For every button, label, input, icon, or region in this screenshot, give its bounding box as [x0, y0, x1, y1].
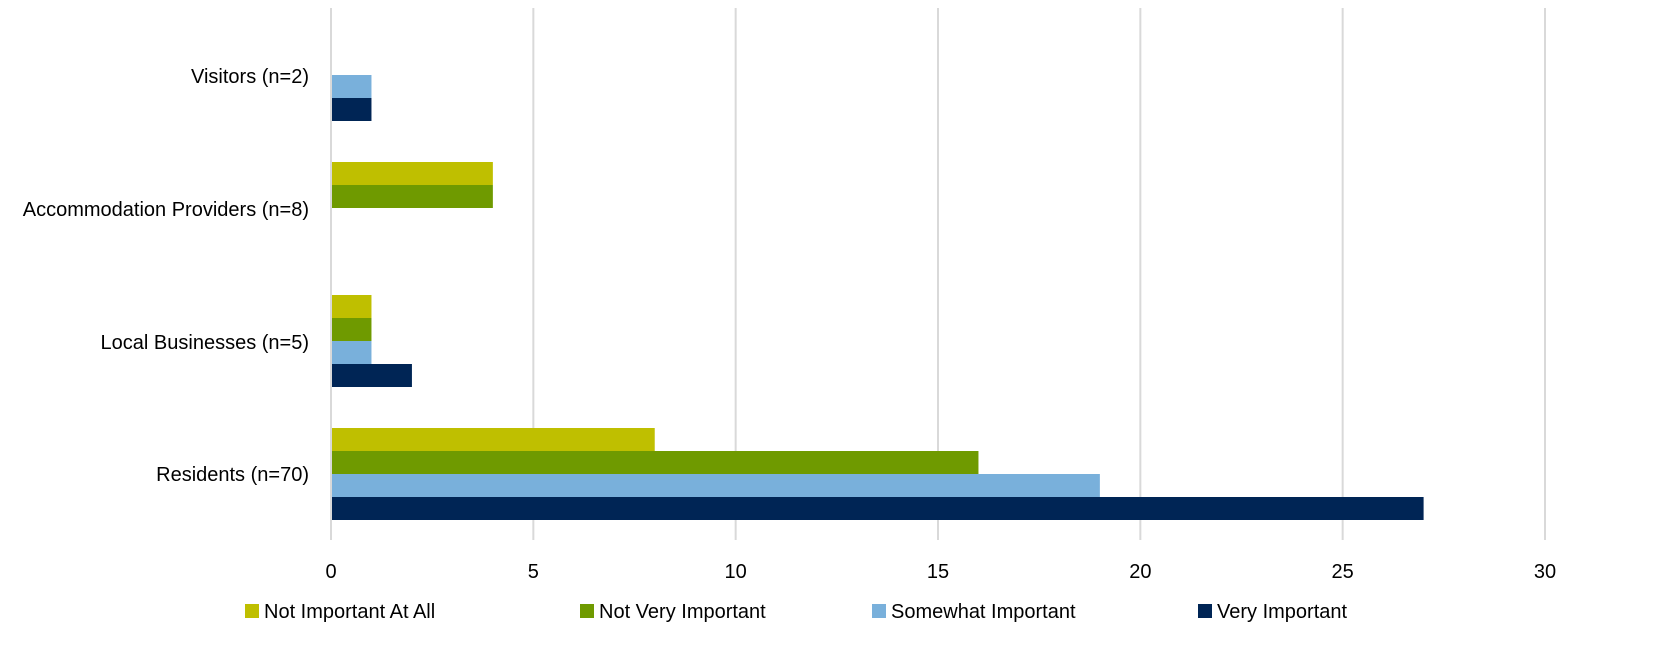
- bar: [331, 428, 655, 451]
- legend-label: Somewhat Important: [891, 601, 1076, 623]
- legend-label: Not Important At All: [264, 601, 435, 623]
- bar: [331, 98, 372, 121]
- x-tick-label: 0: [325, 561, 336, 583]
- category-label: Local Businesses (n=5): [101, 332, 309, 354]
- bar: [331, 185, 493, 208]
- bar: [331, 364, 412, 387]
- legend-label: Not Very Important: [599, 601, 766, 623]
- category-label: Visitors (n=2): [191, 66, 309, 88]
- legend-label: Very Important: [1217, 601, 1348, 623]
- x-tick-label: 10: [725, 561, 747, 583]
- legend-item: Somewhat Important: [872, 601, 1076, 623]
- legend-swatch: [872, 604, 886, 618]
- legend-item: Not Very Important: [580, 601, 766, 623]
- x-tick-label: 15: [927, 561, 949, 583]
- x-tick-label: 20: [1129, 561, 1151, 583]
- bar: [331, 474, 1100, 497]
- bar: [331, 497, 1424, 520]
- legend-swatch: [580, 604, 594, 618]
- bar: [331, 75, 372, 98]
- x-axis-ticks: 0 5 10 15 20 25 30: [325, 561, 1556, 583]
- category-label: Residents (n=70): [156, 464, 309, 486]
- bar: [331, 162, 493, 185]
- bars: [331, 75, 1424, 520]
- bar: [331, 295, 372, 318]
- x-tick-label: 5: [528, 561, 539, 583]
- legend-swatch: [245, 604, 259, 618]
- x-tick-label: 25: [1332, 561, 1354, 583]
- bar: [331, 451, 979, 474]
- category-labels: Visitors (n=2) Accommodation Providers (n…: [23, 66, 309, 486]
- bar: [331, 341, 372, 364]
- legend-item: Not Important At All: [245, 601, 435, 623]
- category-label: Accommodation Providers (n=8): [23, 199, 309, 221]
- bar: [331, 318, 372, 341]
- legend: Not Important At All Not Very Important So…: [245, 601, 1348, 623]
- legend-swatch: [1198, 604, 1212, 618]
- x-tick-label: 30: [1534, 561, 1556, 583]
- legend-item: Very Important: [1198, 601, 1348, 623]
